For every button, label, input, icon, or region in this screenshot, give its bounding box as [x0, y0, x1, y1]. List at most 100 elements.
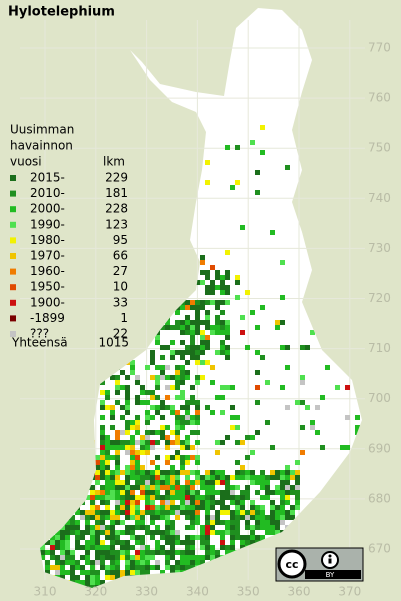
cell — [270, 585, 275, 588]
cell — [165, 575, 170, 580]
cell — [235, 535, 240, 540]
legend-swatch — [10, 253, 16, 259]
cell — [260, 475, 265, 480]
cell — [120, 415, 125, 420]
cell — [125, 405, 130, 410]
cell — [170, 550, 175, 555]
cell — [225, 435, 230, 440]
legend-count: 1 — [120, 311, 128, 325]
cell — [150, 490, 155, 495]
cell — [75, 585, 80, 588]
cell — [70, 560, 75, 565]
cell — [130, 575, 135, 580]
cell — [175, 560, 180, 565]
cell — [210, 515, 215, 520]
cell — [265, 380, 270, 385]
cell — [115, 520, 120, 525]
cell — [205, 360, 210, 365]
east-label: 310 — [34, 585, 57, 599]
cell — [185, 525, 190, 530]
cell — [85, 525, 90, 530]
cell — [110, 455, 115, 460]
cell — [225, 275, 230, 280]
cell — [90, 490, 95, 495]
cell — [110, 410, 115, 415]
cell — [260, 470, 265, 475]
cell — [295, 495, 300, 500]
cell — [255, 510, 260, 515]
cell — [60, 520, 65, 525]
cell — [130, 445, 135, 450]
cell — [135, 430, 140, 435]
cell — [195, 470, 200, 475]
cell — [205, 320, 210, 325]
cell — [45, 550, 50, 555]
cell — [105, 475, 110, 480]
cell — [220, 470, 225, 475]
cell — [285, 485, 290, 490]
cell — [245, 290, 250, 295]
cell — [165, 310, 170, 315]
cell — [225, 550, 230, 555]
cell — [180, 285, 185, 290]
cell — [255, 400, 260, 405]
cell — [70, 555, 75, 560]
cell — [180, 390, 185, 395]
cell — [145, 530, 150, 535]
cell — [50, 510, 55, 515]
cell — [100, 400, 105, 405]
cell — [190, 495, 195, 500]
cell — [205, 340, 210, 345]
cell — [55, 575, 60, 580]
cell — [175, 365, 180, 370]
cell — [130, 370, 135, 375]
cell — [155, 410, 160, 415]
cell — [230, 495, 235, 500]
cell — [70, 570, 75, 575]
cell — [230, 545, 235, 550]
cell — [100, 550, 105, 555]
cell — [190, 345, 195, 350]
cell — [45, 540, 50, 545]
cell — [95, 470, 100, 475]
cell — [225, 520, 230, 525]
cell — [290, 525, 295, 530]
cell — [160, 580, 165, 585]
cell — [245, 555, 250, 560]
cell — [125, 505, 130, 510]
cell — [220, 560, 225, 565]
cell — [195, 505, 200, 510]
cell — [175, 480, 180, 485]
cell — [50, 515, 55, 520]
cell — [165, 550, 170, 555]
cell — [230, 570, 235, 575]
cell — [80, 545, 85, 550]
cell — [175, 535, 180, 540]
cell — [310, 425, 315, 430]
cell — [100, 500, 105, 505]
cell — [130, 530, 135, 535]
cell — [250, 140, 255, 145]
cell — [295, 460, 300, 465]
cell — [335, 345, 340, 350]
cell — [55, 570, 60, 575]
cell — [230, 565, 235, 570]
cell — [180, 395, 185, 400]
license-label: BY — [326, 571, 335, 579]
cell — [90, 585, 95, 588]
cell — [230, 185, 235, 190]
cell — [200, 480, 205, 485]
cell — [240, 440, 245, 445]
cell — [50, 535, 55, 540]
cell — [235, 550, 240, 555]
cell — [125, 490, 130, 495]
cell — [55, 515, 60, 520]
cell — [195, 520, 200, 525]
cell — [165, 395, 170, 400]
cell — [165, 525, 170, 530]
cell — [165, 560, 170, 565]
cell — [145, 410, 150, 415]
cell — [210, 505, 215, 510]
cell — [165, 385, 170, 390]
cell — [205, 315, 210, 320]
